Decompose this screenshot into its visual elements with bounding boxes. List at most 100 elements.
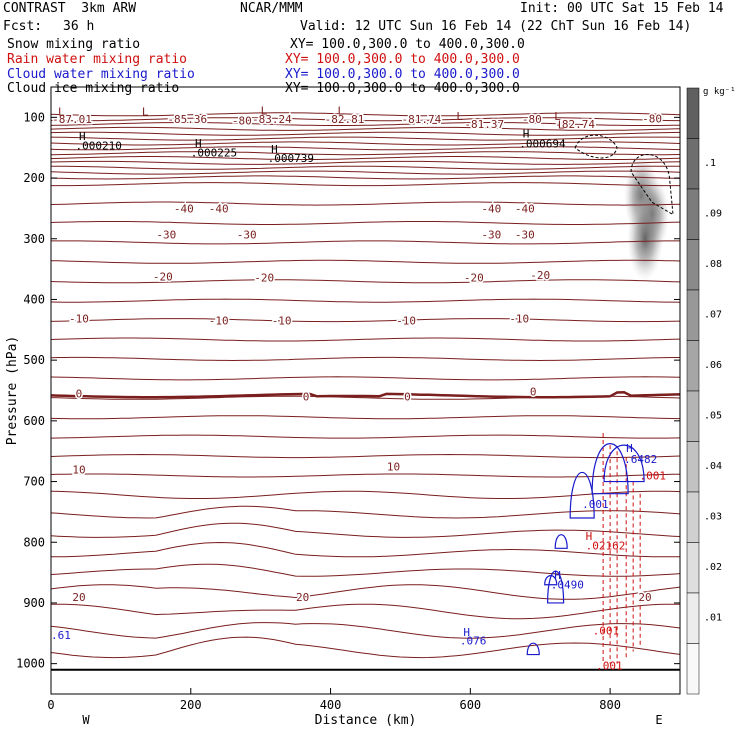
value-label-1: .000225 — [191, 147, 237, 160]
isotherm-line-38 — [50, 636, 681, 659]
temperature-label-12: -40 — [481, 202, 501, 215]
isotherm-line-5 — [50, 136, 681, 141]
extremum-marker-14: H — [626, 442, 633, 455]
temperature-label-18: -20 — [153, 270, 173, 283]
isotherm-line-31 — [50, 505, 681, 519]
x-tick-label-3: 600 — [459, 698, 481, 712]
colorbar-tick-label-1: .1 — [704, 158, 716, 169]
temperature-label-13: -40 — [515, 202, 535, 215]
value-label-3: .000694 — [519, 137, 566, 150]
isotherm-line-6 — [50, 141, 681, 146]
temperature-label-22: -10 — [69, 312, 89, 325]
isotherm-line-14 — [51, 182, 680, 187]
isotherm-line-33 — [51, 541, 681, 558]
colorbar-segment-0 — [686, 87, 700, 139]
isotherm-line-27 — [50, 434, 681, 439]
temperature-label-16: -30 — [481, 229, 501, 242]
colorbar-tick-label-9: .02 — [704, 562, 722, 573]
temperature-label-0: -87.01 — [52, 113, 92, 126]
isotherm-line-22 — [50, 337, 681, 342]
y-axis-title: Pressure (hPa) — [5, 336, 20, 446]
temperature-label-9: -80 — [642, 113, 662, 126]
value-label-4: .02162 — [586, 539, 626, 552]
value-label-10: .0490 — [551, 579, 584, 592]
temperature-label-1: -85.36 — [167, 113, 207, 126]
isotherm-line-37 — [50, 622, 681, 639]
colorbar-unit: g kg⁻¹ — [703, 87, 736, 97]
extremum-marker-6: L — [558, 119, 565, 132]
isotherm-line-36 — [51, 603, 681, 620]
isotherm-line-0 — [50, 112, 681, 117]
colorbar-tick-label-5: .06 — [704, 360, 722, 371]
y-tick-label-1: 200 — [23, 171, 45, 185]
value-label-12: .61 — [51, 629, 71, 642]
temperature-label-10: -40 — [174, 202, 194, 215]
colorbar-segment-10 — [686, 592, 700, 644]
isotherm-line-24 — [50, 376, 681, 381]
snow-shade-2 — [627, 196, 664, 281]
cloud-water-contour-6 — [554, 534, 568, 549]
x-tick-label-1: 200 — [180, 698, 202, 712]
freezing-line — [50, 391, 681, 399]
field-0-xy: XY= 100.0,300.0 to 400.0,300.0 — [290, 37, 525, 52]
temperature-label-20: -20 — [464, 272, 484, 285]
colorbar-segment-5 — [686, 340, 700, 392]
model-title: CONTRAST 3km ARW — [3, 1, 137, 16]
temperature-label-11: -40 — [209, 202, 229, 215]
colorbar-segment-9 — [686, 542, 700, 594]
temperature-label-34: 20 — [296, 591, 309, 604]
temperature-label-6: -81.37 — [464, 118, 504, 131]
cloud-water-contour-0 — [591, 443, 629, 495]
isotherm-line-21 — [50, 318, 681, 323]
colorbar-segment-8 — [686, 491, 700, 543]
cloud-water-contour-3 — [546, 570, 565, 604]
extremum-marker-3: L — [338, 105, 345, 118]
x-end-label-east: E — [655, 713, 662, 727]
valid-time: Valid: 12 UTC Sun 16 Feb 14 (22 ChT Sun … — [300, 19, 692, 34]
isotherm-line-34 — [50, 563, 681, 577]
value-label-2: .000739 — [268, 152, 314, 165]
isotherm-line-17 — [51, 240, 680, 245]
colorbar-segment-3 — [686, 239, 700, 291]
isotherm-line-16 — [50, 221, 681, 225]
x-end-label-west: W — [82, 713, 90, 727]
temperature-label-14: -30 — [156, 229, 176, 242]
field-3-name: Cloud ice mixing ratio — [7, 81, 180, 96]
isotherm-line-26 — [50, 415, 681, 420]
field-2-xy: XY= 100.0,300.0 to 400.0,300.0 — [285, 67, 520, 82]
temperature-label-8: -82.74 — [555, 118, 595, 131]
isotherm-line-20 — [50, 298, 681, 303]
colorbar-tick-label-10: .01 — [704, 612, 722, 623]
field-3-xy: XY= 100.0,300.0 to 400.0,300.0 — [285, 81, 520, 96]
colorbar-segment-2 — [686, 188, 700, 240]
extremum-marker-2: L — [261, 105, 268, 118]
field-0-name: Snow mixing ratio — [7, 37, 141, 52]
temperature-label-3: -83.24 — [252, 113, 292, 126]
forecast-hour: 36 h — [63, 19, 95, 34]
y-tick-label-8: 900 — [23, 596, 45, 610]
temperature-label-5: -81.74 — [402, 113, 442, 126]
cloud-water-contour-4 — [544, 575, 558, 586]
temperature-label-21: -20 — [530, 269, 550, 282]
x-tick-label-2: 400 — [320, 698, 342, 712]
colorbar-tick-label-7: .04 — [704, 461, 722, 472]
forecast-label: Fcst: — [3, 19, 43, 34]
init-time: Init: 00 UTC Sat 15 Feb 14 — [520, 1, 724, 16]
temperature-label-26: -10 — [509, 312, 529, 325]
extremum-marker-9: H — [271, 143, 278, 156]
x-tick-label-0: 0 — [47, 698, 54, 712]
colorbar-tick-label-4: .07 — [704, 309, 722, 320]
isotherm-line-29 — [50, 473, 681, 478]
temperature-label-25: -10 — [396, 315, 416, 328]
isotherm-line-2 — [50, 122, 681, 126]
temperature-label-19: -20 — [254, 272, 274, 285]
isotherm-line-35 — [50, 584, 681, 600]
temperature-label-4: -82.81 — [325, 113, 365, 126]
extremum-marker-7: H — [79, 130, 86, 143]
temperature-label-29: 0 — [404, 391, 411, 404]
x-axis-title: Distance (km) — [315, 713, 417, 728]
colorbar-tick-label-8: .03 — [704, 511, 722, 522]
cloud-water-contour-5 — [526, 642, 540, 656]
temperature-label-2: -80 — [232, 114, 252, 127]
extremum-marker-10: H — [523, 128, 530, 141]
